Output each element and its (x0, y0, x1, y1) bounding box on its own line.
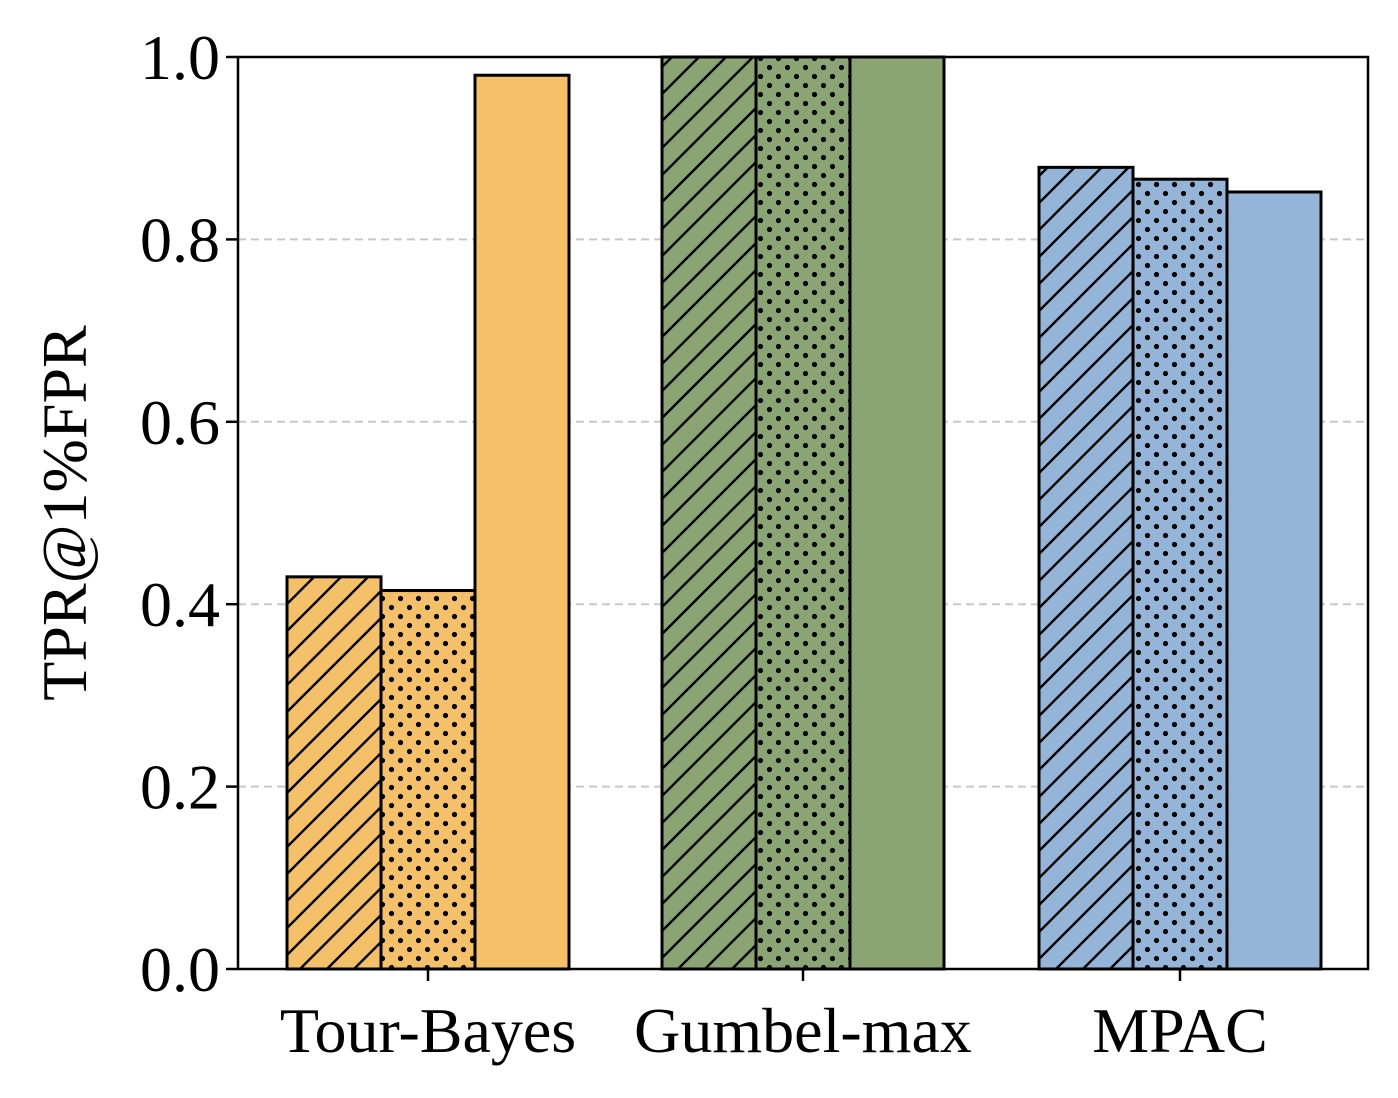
bar-pattern (662, 57, 756, 969)
bar-pattern (1039, 167, 1133, 970)
x-tick-label: MPAC (1092, 995, 1268, 1066)
y-tick-label: 1.0 (140, 22, 220, 93)
bar-pattern (756, 57, 850, 969)
y-tick-label: 0.6 (140, 387, 220, 458)
bar-fill (475, 75, 569, 970)
x-tick-label: Gumbel-max (634, 995, 972, 1066)
y-tick-label: 0.0 (140, 934, 220, 1005)
bar-pattern (1133, 179, 1227, 969)
axes: 0.0 0.2 0.4 0.6 0.8 1.0 Tour-Bayes Gumbel-max MP… (140, 22, 1370, 1066)
x-tick-label: Tour-Bayes (280, 995, 576, 1066)
y-tick-label: 0.8 (140, 204, 220, 275)
y-tick-label: 0.4 (140, 569, 220, 640)
bar-fill (850, 57, 944, 969)
y-tick-label: 0.2 (140, 752, 220, 823)
bar-pattern (287, 576, 381, 969)
bar-pattern (381, 590, 475, 969)
bars (285, 55, 1323, 971)
bar-fill (1227, 191, 1321, 969)
y-axis-title: TPR@1%FPR (29, 325, 100, 701)
